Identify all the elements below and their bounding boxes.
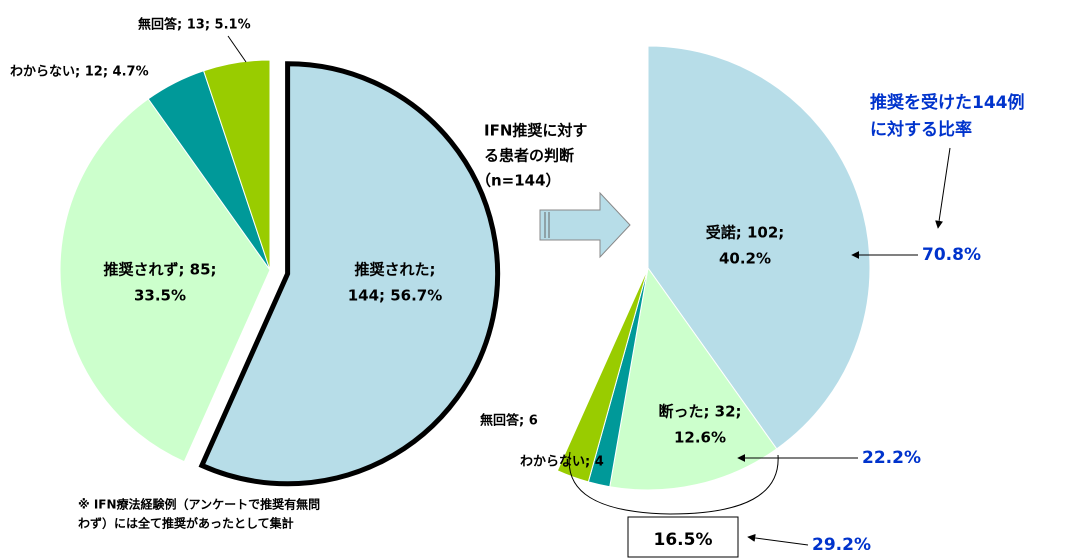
arrow <box>747 533 809 546</box>
data-label: わからない; 4 <box>520 455 604 470</box>
box <box>627 516 739 558</box>
footnote: ※ IFN療法経験例（アンケートで推奨有無問 <box>78 497 320 512</box>
heading: IFN推奨に対す <box>484 122 587 140</box>
ratio-note: に対する比率 <box>870 119 972 140</box>
bracket <box>568 451 779 515</box>
data-label: 推奨されず; 85; <box>103 261 216 279</box>
ratio-note: 推奨を受けた144例 <box>870 92 1025 113</box>
pie-slice <box>198 61 501 487</box>
combined: 16.5% <box>654 530 713 550</box>
ratio: 70.8% <box>922 245 981 265</box>
pie-slice <box>647 45 871 450</box>
pie-slice <box>609 266 778 491</box>
data-label: 12.6% <box>674 429 726 447</box>
data-label: 受諾; 102; <box>706 224 785 242</box>
data-label: 断った; 32; <box>658 403 741 421</box>
data-label: 無回答; 6 <box>480 413 538 429</box>
data-label: 144; 56.7% <box>348 287 443 305</box>
data-label: 40.2% <box>719 250 771 268</box>
leader-line <box>227 35 247 63</box>
pie-slice <box>202 59 271 271</box>
heading: （n=144） <box>476 172 561 190</box>
arrow <box>935 147 951 229</box>
heading: る患者の判断 <box>484 147 574 165</box>
data-label: 無回答; 13; 5.1% <box>138 17 251 33</box>
footnote: わず）には全て推奨があったとして集計 <box>78 516 294 531</box>
pie-slice <box>59 98 271 463</box>
ratio: 22.2% <box>862 448 921 468</box>
ratio: 29.2% <box>812 535 871 555</box>
block-arrow <box>539 191 631 259</box>
data-label: わからない; 12; 4.7% <box>10 65 149 80</box>
data-label: 推奨された; <box>355 261 436 279</box>
data-label: 33.5% <box>134 287 186 305</box>
pies: 推奨された; 144; 56.7% 推奨されず; 85; 33.5% わからない; 12… <box>10 17 871 491</box>
pie-slice <box>556 267 649 483</box>
